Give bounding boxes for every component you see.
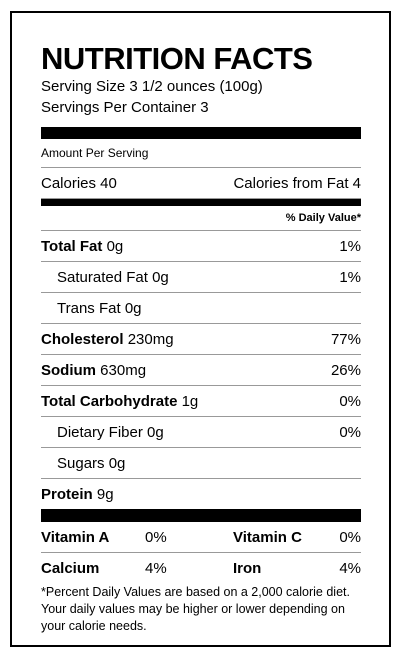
nutrient-row-cholesterol: Cholesterol 230mg 77% — [41, 324, 361, 355]
calories-value: Calories 40 — [41, 174, 117, 192]
vitamin-name-2: Vitamin C — [233, 528, 302, 546]
nutrient-amount: 630mg — [100, 361, 147, 379]
vitamin-dv-2: 0% — [339, 528, 361, 546]
nutrient-amount: 1g — [181, 392, 199, 410]
nutrient-dv: 77% — [330, 330, 361, 348]
nutrient-name: Cholesterol — [41, 330, 124, 348]
nutrient-name: Sugars — [57, 454, 105, 472]
nutrient-dv: 1% — [339, 237, 361, 255]
nutrient-row-trans-fat: Trans Fat 0g — [41, 293, 361, 324]
calories-from-fat: Calories from Fat 4 — [233, 174, 361, 192]
nutrient-name: Protein — [41, 485, 93, 503]
nutrition-facts-panel: NUTRITION FACTS Serving Size 3 1/2 ounce… — [41, 42, 361, 635]
vitamin-row-2: Calcium 4% Iron 4% — [41, 553, 361, 583]
nutrient-name: Saturated Fat — [57, 268, 148, 286]
nutrient-row-sodium: Sodium 630mg 26% — [41, 355, 361, 386]
nutrient-row-total-fat: Total Fat 0g 1% — [41, 231, 361, 262]
nutrient-amount: 230mg — [127, 330, 174, 348]
vitamin-row-1: Vitamin A 0% Vitamin C 0% — [41, 522, 361, 553]
vitamin-name: Vitamin A — [41, 528, 110, 546]
mineral-dv: 4% — [145, 559, 167, 577]
nutrient-row-protein: Protein 9g — [41, 479, 361, 509]
nutrient-row-sugars: Sugars 0g — [41, 448, 361, 479]
serving-size: Serving Size 3 1/2 ounces (100g) — [41, 78, 263, 95]
nutrient-amount: 0g — [152, 268, 169, 286]
nutrient-dv: 1% — [339, 268, 361, 286]
mineral-name: Calcium — [41, 559, 100, 577]
nutrient-row-saturated-fat: Saturated Fat 0g 1% — [41, 262, 361, 293]
nutrient-dv: 26% — [330, 361, 361, 379]
vitamin-dv: 0% — [145, 528, 167, 546]
calories-row: Calories 40 Calories from Fat 4 — [41, 168, 361, 199]
divider-medium — [41, 199, 361, 206]
daily-value-header: % Daily Value* — [285, 212, 361, 224]
daily-value-header-row: % Daily Value* — [41, 206, 361, 231]
nutrient-name: Dietary Fiber — [57, 423, 143, 441]
divider-thick — [41, 127, 361, 139]
nutrient-name: Total Carbohydrate — [41, 392, 178, 410]
nutrient-row-dietary-fiber: Dietary Fiber 0g 0% — [41, 417, 361, 448]
mineral-name-2: Iron — [233, 559, 262, 577]
nutrition-label — [10, 11, 391, 647]
nutrient-row-total-carbohydrate: Total Carbohydrate 1g 0% — [41, 386, 361, 417]
mineral-dv-2: 4% — [339, 559, 361, 577]
nutrient-name: Sodium — [41, 361, 96, 379]
nutrient-amount: 9g — [96, 485, 114, 503]
amount-per-serving: Amount Per Serving — [41, 139, 361, 168]
nutrient-dv: 0% — [339, 423, 361, 441]
nutrient-name: Total Fat — [41, 237, 103, 255]
footnote: *Percent Daily Values are based on a 2,0… — [41, 585, 350, 633]
nutrient-amount: 0g — [147, 423, 164, 441]
nutrient-dv: 0% — [339, 392, 361, 410]
nutrient-name: Trans Fat — [57, 299, 121, 317]
servings-per-container: Servings Per Container 3 — [41, 99, 209, 116]
nutrient-amount: 0g — [106, 237, 124, 255]
divider-extra-thick — [41, 509, 361, 522]
label-title: NUTRITION FACTS — [41, 41, 313, 76]
nutrient-amount: 0g — [108, 454, 126, 472]
nutrient-amount: 0g — [124, 299, 142, 317]
